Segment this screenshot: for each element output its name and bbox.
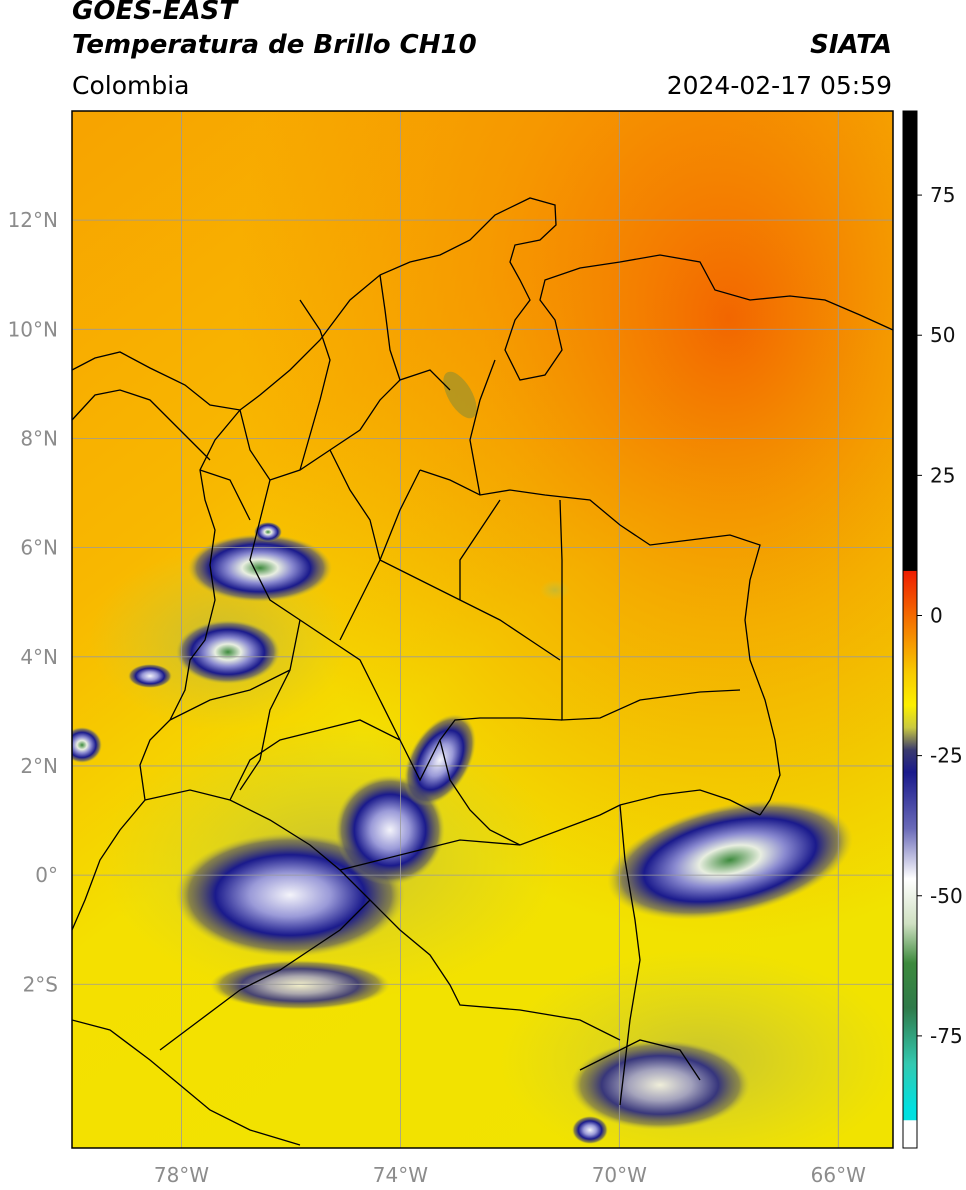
region-label: Colombia <box>72 71 190 100</box>
lat-tick-label: 6°N <box>20 536 58 560</box>
lat-tick-label: 2°S <box>23 972 58 996</box>
cloud-cluster-choco <box>188 534 332 602</box>
lat-tick-label: 2°N <box>20 754 58 778</box>
colorbar-tick-label: -75 <box>930 1024 963 1048</box>
colorbar-ramp <box>902 110 918 1149</box>
cloud-cluster-amazon <box>607 800 853 920</box>
political-boundaries <box>72 197 893 1146</box>
colorbar-tick-label: -50 <box>930 884 963 908</box>
title-product: Temperatura de Brillo CH10 <box>72 30 477 60</box>
longitude-ticks: 78°W 74°W 70°W 66°W <box>154 1163 866 1187</box>
coastline-caribbean <box>72 197 893 411</box>
colorbar-ticks: 75 50 25 0 -25 -50 -75 <box>917 183 963 1048</box>
colorbar-tick-label: -25 <box>930 744 963 768</box>
timestamp-label: 2024-02-17 05:59 <box>666 71 892 100</box>
lat-tick-label: 12°N <box>8 208 58 232</box>
title-satellite: GOES-EAST <box>72 0 238 26</box>
gridlines <box>72 111 893 1148</box>
lon-tick-label: 70°W <box>592 1163 647 1187</box>
lat-tick-label: 8°N <box>20 426 58 450</box>
organization-label: SIATA <box>810 30 892 60</box>
brightness-temperature-field <box>72 111 893 1148</box>
latitude-ticks: 12°N 10°N 8°N 6°N 4°N 2°N 0° 2°S <box>8 208 58 996</box>
colorbar <box>902 110 918 1149</box>
colorbar-tick-label: 75 <box>930 183 955 207</box>
lat-tick-label: 4°N <box>20 645 58 669</box>
lon-tick-label: 78°W <box>154 1163 209 1187</box>
cloud-cluster-pacific <box>176 620 280 684</box>
lon-tick-label: 74°W <box>373 1163 428 1187</box>
map-frame <box>71 110 894 1149</box>
colorbar-tick-label: 0 <box>930 603 943 627</box>
colorbar-tick-label: 25 <box>930 463 955 487</box>
lat-tick-label: 10°N <box>8 317 58 341</box>
lat-tick-label: 0° <box>35 863 58 887</box>
colorbar-tick-label: 50 <box>930 323 955 347</box>
lon-tick-label: 66°W <box>811 1163 866 1187</box>
